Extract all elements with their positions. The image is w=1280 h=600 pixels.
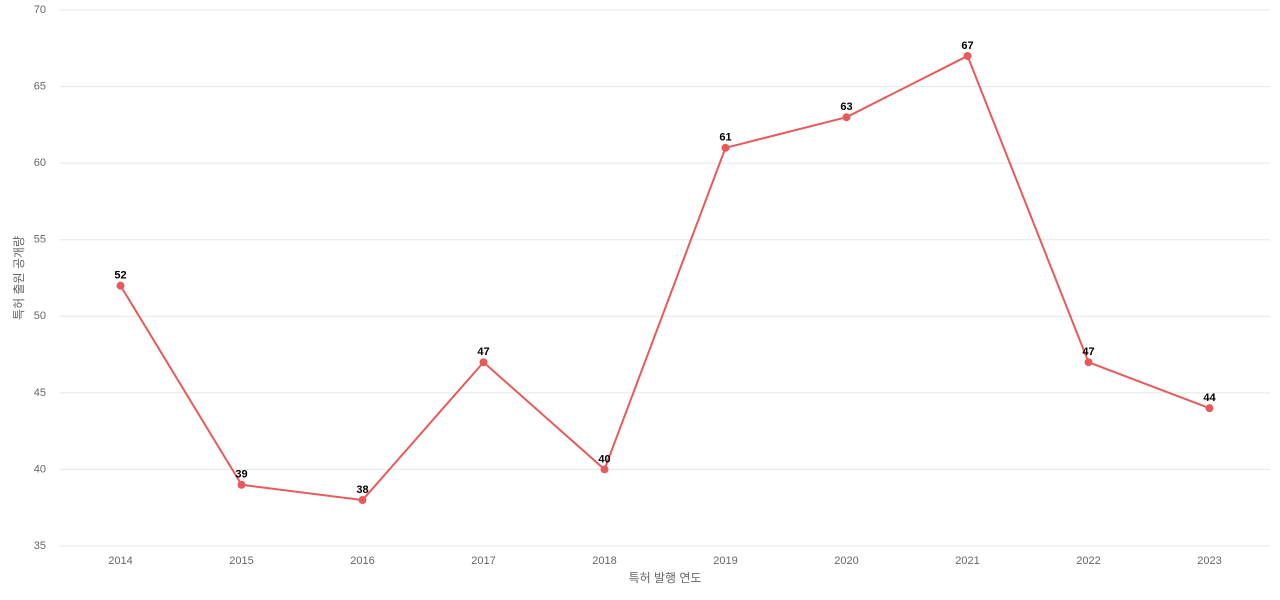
- series-line: [119, 54, 1210, 502]
- data-label: 40: [598, 453, 610, 465]
- data-point: [116, 281, 125, 290]
- data-point: [1205, 404, 1214, 413]
- y-tick-label: 65: [34, 80, 46, 92]
- x-tick-label: 2019: [713, 555, 737, 567]
- data-label: 52: [114, 270, 126, 282]
- data-point: [842, 113, 851, 122]
- data-point: [358, 496, 367, 505]
- x-tick-label: 2017: [471, 555, 495, 567]
- y-tick-label: 55: [34, 234, 46, 246]
- data-point: [1084, 358, 1093, 367]
- y-tick-label: 35: [34, 540, 46, 552]
- x-tick-label: 2018: [592, 555, 616, 567]
- data-point: [237, 480, 246, 489]
- y-axis-title: 특허 출원 공개량: [12, 236, 26, 320]
- data-point: [963, 51, 972, 60]
- data-label: 47: [1082, 346, 1094, 358]
- data-label: 63: [840, 101, 852, 113]
- x-tick-label: 2020: [834, 555, 858, 567]
- x-tick-label: 2021: [955, 555, 979, 567]
- x-tick-label: 2014: [108, 555, 132, 567]
- x-tick-label: 2022: [1076, 555, 1100, 567]
- data-label: 44: [1203, 392, 1216, 404]
- x-tick-label: 2023: [1197, 555, 1221, 567]
- y-tick-label: 60: [34, 157, 46, 169]
- data-label: 67: [961, 40, 973, 52]
- data-label: 61: [719, 132, 731, 144]
- y-tick-label: 40: [34, 463, 46, 475]
- data-point: [721, 143, 730, 152]
- x-axis-title: 특허 발행 연도: [629, 570, 702, 585]
- y-tick-label: 50: [34, 310, 46, 322]
- x-tick-label: 2015: [229, 555, 253, 567]
- data-label: 39: [235, 469, 247, 481]
- data-label: 38: [356, 484, 368, 496]
- y-tick-label: 45: [34, 387, 46, 399]
- y-tick-label: 70: [34, 4, 46, 16]
- x-tick-label: 2016: [350, 555, 374, 567]
- data-point: [600, 465, 609, 474]
- data-label: 47: [477, 346, 489, 358]
- data-point: [479, 358, 488, 367]
